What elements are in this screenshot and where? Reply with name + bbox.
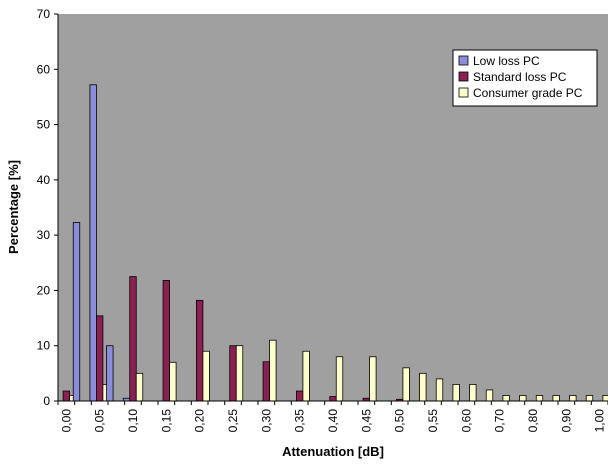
legend-label: Low loss PC xyxy=(473,54,540,68)
x-tick-label: 0,20 xyxy=(193,409,207,433)
x-tick-label: 0,70 xyxy=(493,409,507,433)
y-tick-label: 20 xyxy=(37,283,51,297)
bar-3-32 xyxy=(585,395,594,402)
x-tick-label: 0,60 xyxy=(459,409,473,433)
bar-3-25 xyxy=(469,384,477,402)
bar-2-15 xyxy=(296,390,304,402)
bar-3-26 xyxy=(485,389,494,402)
y-tick-label: 50 xyxy=(37,118,51,132)
x-tick-label: 1,00 xyxy=(593,409,607,433)
y-tick-label: 60 xyxy=(37,62,51,76)
axes-group: 0 10 20 30 40 50 60 70 0,00 0,05 0,10 0,15 0,20 0,25 0… xyxy=(37,7,608,432)
bar-3-9 xyxy=(202,350,210,402)
bar-2-7 xyxy=(162,280,170,402)
bar-2-1 xyxy=(62,390,70,402)
bar-3-13 xyxy=(269,339,277,402)
legend-box xyxy=(452,49,598,107)
bar-2-5 xyxy=(129,276,137,402)
bar-1-2 xyxy=(72,222,81,402)
x-axis-title: Attenuation [dB] xyxy=(282,444,384,459)
bar-3-24 xyxy=(452,384,460,402)
x-tick-label: 0,30 xyxy=(259,409,273,433)
bar-3-33 xyxy=(602,395,608,402)
legend-swatch xyxy=(458,55,469,66)
y-tick-label: 0 xyxy=(43,394,50,408)
y-axis-title: Percentage [%] xyxy=(6,160,21,254)
legend-swatch xyxy=(458,87,469,98)
x-tick-label: 0,10 xyxy=(126,409,140,433)
bar-3-17 xyxy=(335,356,344,402)
x-tick-label: 0,40 xyxy=(326,409,340,433)
bar-1-3 xyxy=(89,84,97,402)
bar-3-30 xyxy=(552,395,560,402)
bar-1-4 xyxy=(106,345,114,402)
bar-3-5 xyxy=(135,372,144,402)
bar-3-7 xyxy=(169,361,177,402)
bar-2-3 xyxy=(96,315,104,402)
bar-3-23 xyxy=(435,378,444,402)
bar-3-15 xyxy=(302,350,310,402)
legend: Low loss PC Standard loss PC Consumer grad… xyxy=(452,49,598,107)
bar-3-28 xyxy=(519,395,527,402)
bar-3-21 xyxy=(402,367,410,402)
bar-3-19 xyxy=(369,356,377,402)
y-tick-label: 30 xyxy=(37,228,51,242)
bar-3-22 xyxy=(419,372,427,402)
bar-2-9 xyxy=(196,299,204,402)
y-tick-label: 40 xyxy=(37,173,51,187)
x-tick-label: 0,90 xyxy=(559,409,573,433)
x-tick-label: 0,25 xyxy=(226,409,240,433)
legend-label: Consumer grade PC xyxy=(473,86,583,100)
x-tick-label: 0,80 xyxy=(526,409,540,433)
bar-2-11 xyxy=(229,345,237,402)
bar-3-31 xyxy=(569,395,577,402)
bar-3-11 xyxy=(235,345,244,402)
legend-swatch xyxy=(458,71,469,82)
x-tick-label: 0,15 xyxy=(159,409,173,433)
x-tick-label: 0,55 xyxy=(426,409,440,433)
bar-3-27 xyxy=(502,395,510,402)
y-tick-label: 10 xyxy=(37,339,51,353)
y-tick-label: 70 xyxy=(37,7,51,21)
x-tick-label: 0,45 xyxy=(359,409,373,433)
x-tick-label: 0,05 xyxy=(93,409,107,433)
bar-2-17 xyxy=(329,396,337,402)
legend-label: Standard loss PC xyxy=(473,70,567,84)
bar-2-13 xyxy=(262,361,270,402)
x-tick-label: 0,35 xyxy=(293,409,307,433)
x-tick-label: 0,50 xyxy=(393,409,407,433)
x-tick-label: 0,00 xyxy=(59,409,73,433)
bar-3-29 xyxy=(535,395,544,402)
